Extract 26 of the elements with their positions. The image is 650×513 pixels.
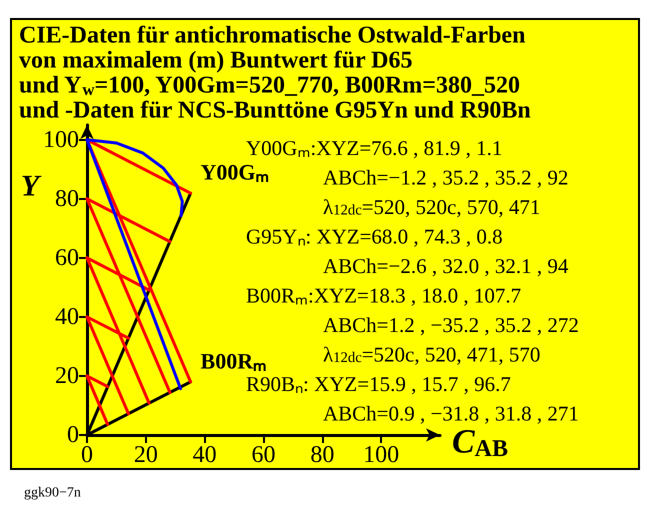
y-tick-label: 60 [55,244,79,271]
chart-title: CIE-Daten für antichromatische Ostwald-Farben von maximalem (m) Buntwert für D65 und Yw=100, Y00Gm=520_770, B00Rm=380_520 und -Daten für NCS-Bunttöne G95Yn und R90Bn [19,22,531,124]
y-axis-title: Y [20,170,42,202]
y-tick-label: 100 [43,126,79,153]
y-tick-label: 20 [55,362,79,389]
annotation: λ12dc=520, 520c, 570, 471 [323,195,540,219]
text: ggk90−7n [24,486,81,500]
annotation: Y00Gₘ [200,160,269,185]
annotation: G95Yₙ: XYZ=68.0 , 74.3 , 0.8 [246,224,503,248]
annotation: ABCh=−2.6 , 32.0 , 32.1 , 94 [323,254,569,278]
x-tick-label: 60 [252,442,276,468]
annotation: ABCh=−1.2 , 35.2 , 35.2 , 92 [323,166,568,190]
x-tick-label: 40 [192,442,217,468]
annotation: ABCh=1.2 , −35.2 , 35.2 , 272 [323,313,579,337]
annotation: ABCh=0.9 , −31.8 , 31.8 , 271 [323,402,579,426]
annotation: Y00Gₘ:XYZ=76.6 , 81.9 , 1.1 [246,136,502,160]
x-tick-label: 20 [134,442,158,468]
annotation: λ12dc=520c, 520, 471, 570 [323,342,540,366]
y-tick-label: 40 [55,304,79,330]
y-tick-label: 80 [55,186,79,212]
annotation: B00Rₘ:XYZ=18.3 , 18.0 , 107.7 [246,284,522,308]
annotation: B00Rₘ [200,348,266,374]
x-tick-label: 80 [310,442,334,468]
x-tick-label: 100 [363,442,400,468]
annotation: R90Bₙ: XYZ=15.9 , 15.7 , 96.7 [246,372,511,396]
y-tick-label: 0 [67,422,79,448]
